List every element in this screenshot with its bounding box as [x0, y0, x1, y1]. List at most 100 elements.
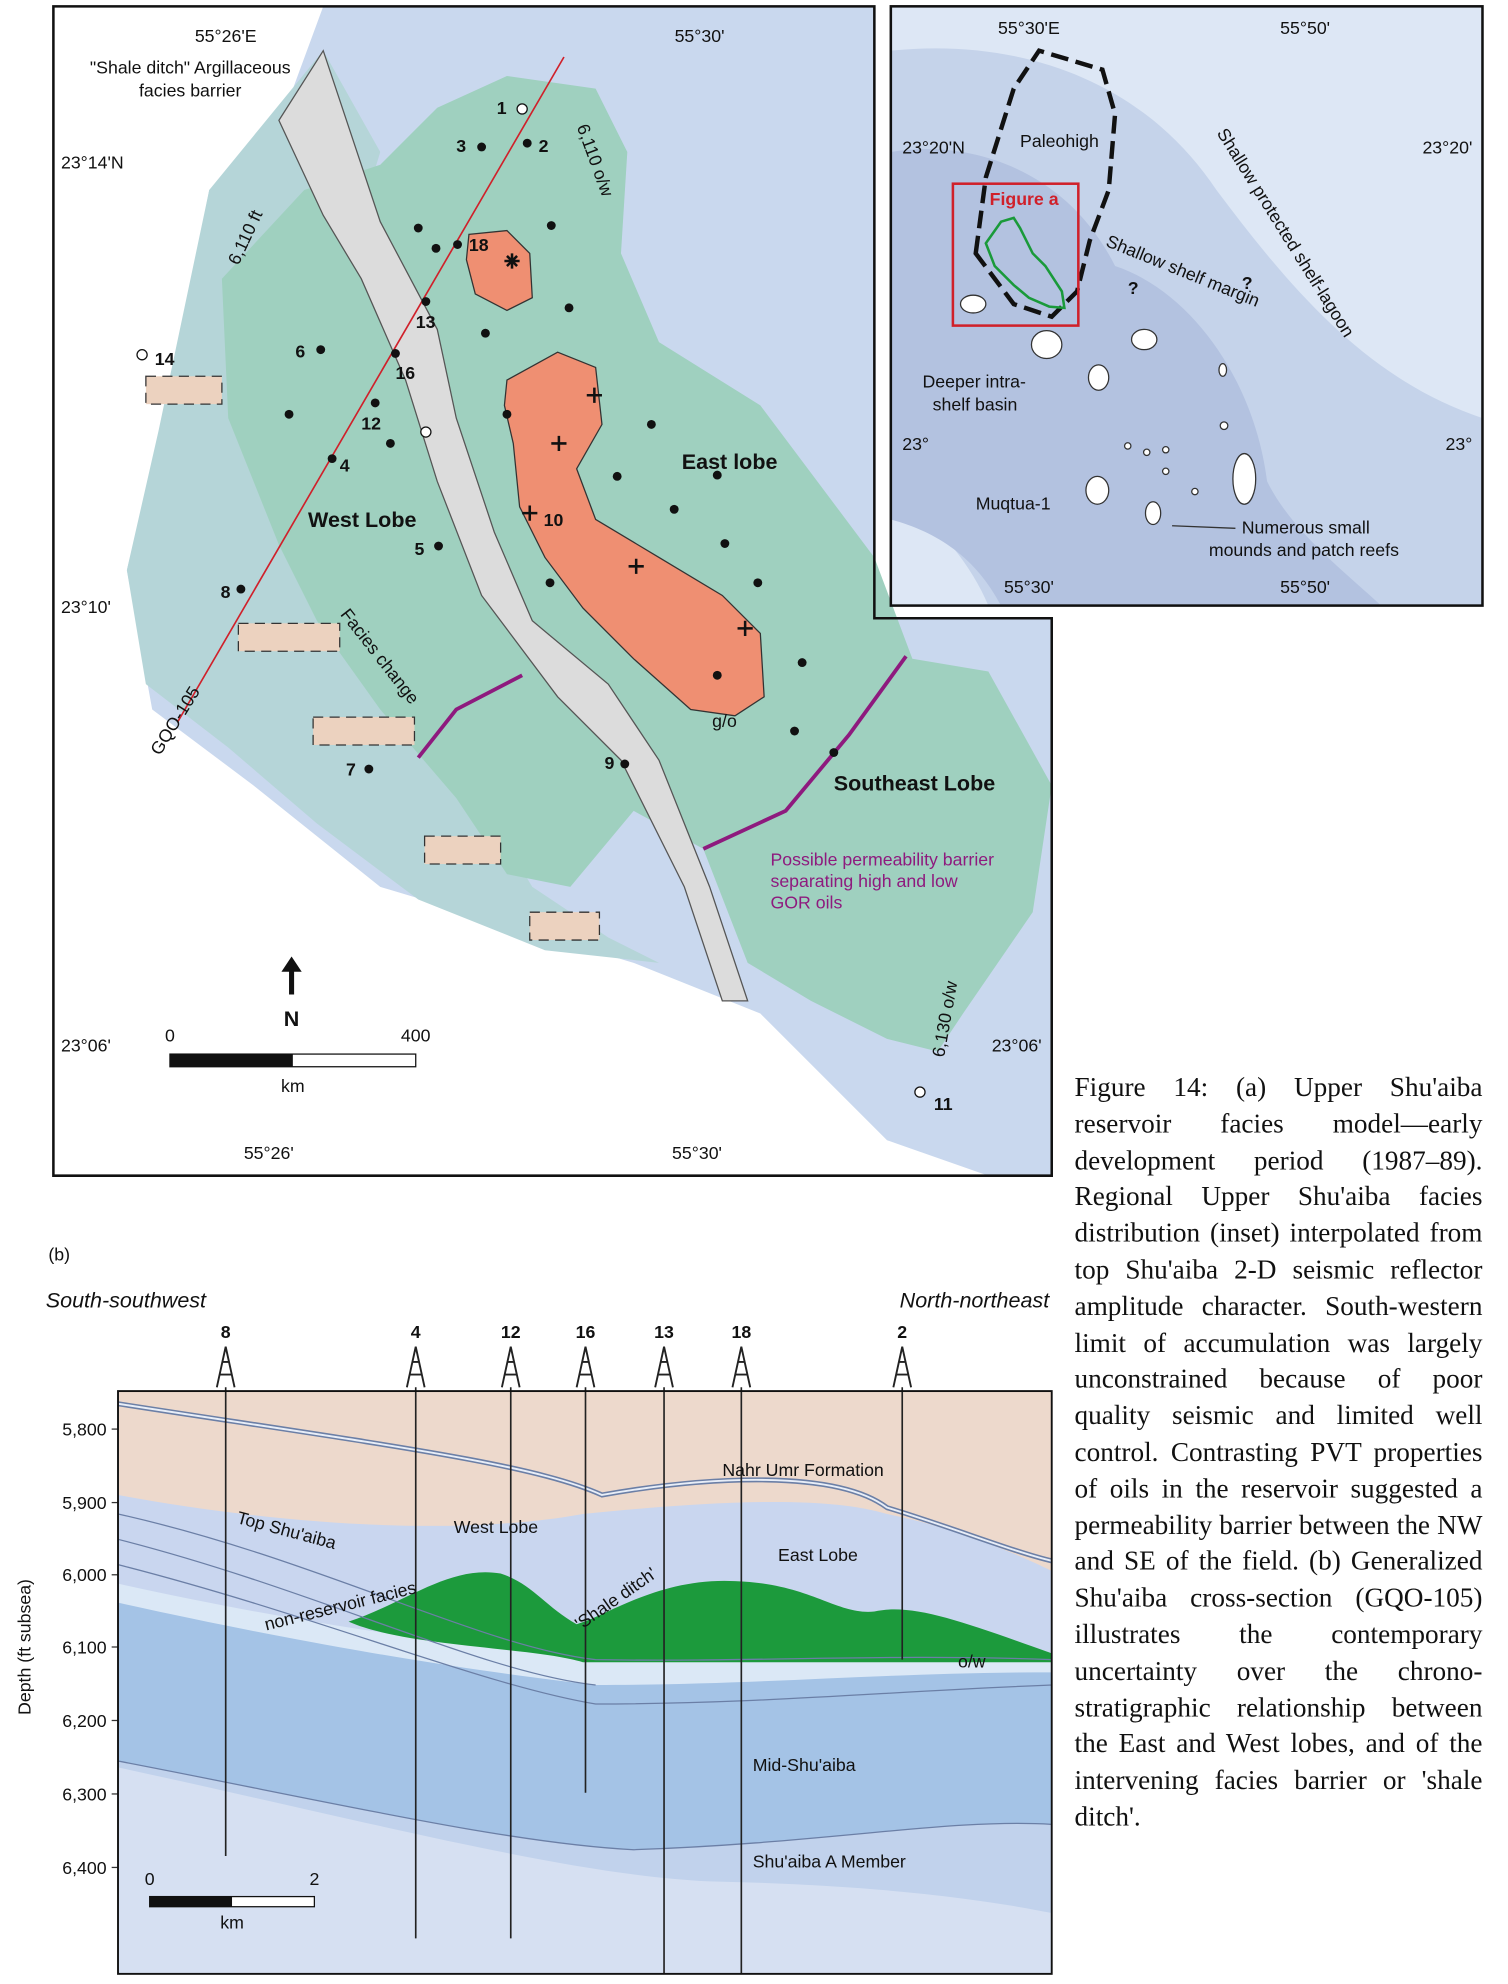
map-a: 55°26'E 55°30' 55°26' 55°30' 23°14'N 23°…: [52, 5, 1053, 1177]
inset-map: 55°30'E 55°50' 55°30' 55°50' 23°20'N 23°…: [889, 5, 1484, 607]
well-label: 4: [411, 1322, 421, 1342]
lat-label: 23°06': [61, 1036, 111, 1056]
shale-ditch: [278, 49, 749, 1002]
well-label: 2: [539, 136, 549, 156]
well-label: 3: [456, 136, 466, 156]
zone-label: Deeper intra-: [923, 372, 1027, 392]
lon-label: 55°26': [244, 1143, 294, 1163]
well-label: 13: [654, 1322, 674, 1342]
well-label: Muqtua-1: [976, 493, 1051, 513]
layer-label: West Lobe: [454, 1517, 539, 1537]
scale-label: km: [281, 1076, 305, 1096]
lobe-label: Southeast Lobe: [834, 772, 995, 796]
lon-label: 55°30': [675, 26, 725, 46]
barrier-note: separating high and low: [770, 871, 957, 891]
depth-tick-label: 6,000: [62, 1565, 106, 1585]
well-label: 10: [544, 510, 564, 530]
well-label: 4: [340, 455, 350, 475]
well-label: 13: [416, 312, 436, 332]
reservoir-lobes: [348, 1572, 1052, 1663]
basin-zone: [890, 149, 1382, 606]
note: facies barrier: [139, 80, 242, 100]
lon-label: 55°30'E: [998, 18, 1060, 38]
lon-label: 55°50': [1280, 577, 1330, 597]
lat-label: 23°10': [61, 597, 111, 617]
layer-label: East Lobe: [778, 1545, 858, 1565]
depth-tick-label: 5,800: [62, 1419, 106, 1439]
lat-label: 23°06': [992, 1036, 1042, 1056]
note: "Shale ditch" Argillaceous: [90, 57, 291, 77]
well-label: 12: [501, 1322, 521, 1342]
figure-a-label: Figure a: [990, 189, 1059, 209]
gas-oil-label: g/o: [712, 711, 737, 731]
scale-label: 0: [145, 1869, 155, 1889]
zone-label: shelf basin: [933, 394, 1018, 414]
well-label: 2: [897, 1322, 907, 1342]
lon-label: 55°50': [1280, 18, 1330, 38]
zone-label: Paleohigh: [1020, 131, 1099, 151]
well-label: 12: [361, 413, 381, 433]
north-arrow: [281, 956, 302, 995]
well-label: 11: [934, 1094, 953, 1114]
well-label: 14: [155, 349, 175, 369]
scale-bar-fill: [149, 1896, 233, 1907]
layer-label: Nahr Umr Formation: [722, 1460, 883, 1480]
well-label: 16: [395, 363, 415, 383]
well-label: 7: [346, 759, 356, 779]
field-outline: [984, 216, 1066, 310]
caption-box: Figure 14: (a) Upper Shu'aiba reservoir …: [1075, 1072, 1483, 1832]
well-label: 8: [221, 582, 231, 602]
shuaiba-base: [118, 1767, 1052, 1974]
depth-tick-label: 6,400: [62, 1858, 106, 1878]
mounds: [959, 294, 1257, 526]
well-label: 9: [605, 753, 615, 773]
wells: [224, 1387, 904, 1974]
section-frame: [117, 1390, 1053, 1975]
section-b: (b) South-southwest North-northeast 5,80…: [15, 1245, 1053, 1975]
well-label: 18: [469, 235, 489, 255]
well-labels: 1 2 3 18 13 6 16 12 4 5 10 8 7 9 11 14: [155, 98, 953, 1114]
depth-ticks: [111, 1428, 119, 1869]
inset-frame: [889, 5, 1484, 607]
layer-lines: [117, 1513, 1052, 1851]
lat-label: 23°20': [1422, 137, 1472, 157]
lobe-label: West Lobe: [308, 508, 416, 532]
lat-label: 23°: [902, 434, 929, 454]
question-mark: ?: [1128, 278, 1139, 298]
well-label: 1: [497, 98, 507, 118]
derricks: [215, 1346, 913, 1388]
well-label: 18: [731, 1322, 751, 1342]
barrier-note: Possible permeability barrier: [770, 849, 994, 869]
north-label: N: [284, 1007, 300, 1031]
layer-label: o/w: [958, 1651, 986, 1671]
well-labels: 8 4 12 16 13 18 2: [221, 1322, 908, 1342]
barrier-note: GOR oils: [770, 892, 842, 912]
lon-label: 55°26'E: [195, 26, 257, 46]
scale-label: 2: [309, 1869, 319, 1889]
paleohigh-outline: [973, 48, 1118, 320]
lon-label: 55°30': [1004, 577, 1054, 597]
well-label: 16: [576, 1322, 596, 1342]
well-label: 5: [414, 539, 424, 559]
scale-label: 0: [165, 1025, 175, 1045]
gas-cap-main: [503, 351, 765, 717]
lobe-label: East lobe: [682, 450, 778, 474]
facies-patches: [145, 375, 601, 941]
gas-cap-north: [465, 229, 533, 312]
layer-label: Shu'aiba A Member: [753, 1851, 906, 1871]
depth-tick-label: 5,900: [62, 1493, 106, 1513]
permeability-barrier: [416, 655, 908, 851]
scale-bar-fill: [169, 1054, 293, 1067]
depth-tick-label: 6,200: [62, 1711, 106, 1731]
lat-label: 23°20'N: [902, 137, 965, 157]
well-label: 8: [221, 1322, 231, 1342]
scale-label: 400: [401, 1025, 431, 1045]
direction-label: South-southwest: [46, 1288, 207, 1312]
nahr-umr-marker-inner: [117, 1402, 1052, 1562]
scale-label: km: [220, 1912, 244, 1932]
section-line: [176, 56, 565, 723]
leader-line: [1172, 525, 1236, 529]
mounds-label: mounds and patch reefs: [1209, 540, 1399, 560]
